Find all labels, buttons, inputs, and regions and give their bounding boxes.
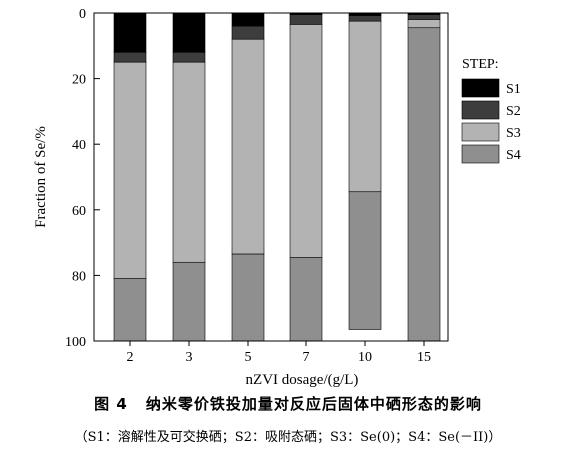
bar-segment-s3-15 — [407, 19, 441, 29]
y-axis-title: Fraction of Se/% — [33, 126, 49, 228]
bars-layer — [113, 12, 441, 342]
x-axis-title: nZVI dosage/(g/L) — [246, 372, 359, 388]
legend: STEP: S1 S2 S3 S4 — [461, 57, 521, 164]
x-tick-label-10: 10 — [358, 350, 372, 365]
bar-segment-s4-2 — [113, 278, 147, 342]
y-tick-label-20: 20 — [72, 73, 86, 88]
bar-segment-s2-5 — [231, 25, 265, 40]
y-tick-label-60: 60 — [72, 204, 86, 219]
bar-segment-s4-10 — [348, 191, 382, 330]
legend-title: STEP: — [462, 57, 499, 72]
bar-segment-s4-7 — [289, 257, 323, 342]
x-tick-label-3: 3 — [186, 350, 193, 365]
figure-title: 纳米零价铁投加量对反应后固体中硒形态的影响 — [145, 395, 482, 413]
legend-swatch-s1 — [461, 78, 500, 98]
bar-segment-s3-2 — [113, 61, 147, 279]
y-tick-label-100: 100 — [65, 335, 86, 350]
bar-segment-s2-15 — [407, 14, 441, 20]
figure-number: 图 4 — [94, 395, 128, 413]
plot-frame — [93, 12, 449, 342]
figure-caption: 图 4 纳米零价铁投加量对反应后固体中硒形态的影响 — [0, 393, 576, 414]
figure-note: （S1：溶解性及可交换硒；S2：吸附态硒；S3：Se(0)；S4：Se(－II)… — [74, 430, 502, 445]
bar-segment-s2-7 — [289, 14, 323, 25]
bar-segment-s4-15 — [407, 27, 441, 342]
legend-label-s1: S1 — [506, 82, 521, 97]
legend-label-s4: S4 — [506, 148, 521, 163]
bar-segment-s4-3 — [172, 261, 206, 342]
x-tick-label-15: 15 — [417, 350, 431, 365]
y-axis-ticks: 0 20 40 60 80 100 — [65, 7, 100, 350]
bar-segment-s2-2 — [113, 52, 147, 63]
bar-segment-s1-2 — [113, 12, 147, 53]
bar-segment-s2-3 — [172, 52, 206, 63]
x-tick-label-5: 5 — [245, 350, 252, 365]
bar-segment-s4-5 — [231, 253, 265, 342]
bar-segment-s2-10 — [348, 15, 382, 22]
x-axis-ticks: 2 3 5 7 10 15 — [127, 341, 431, 365]
x-tick-label-2: 2 — [127, 350, 134, 365]
legend-swatch-s3 — [461, 122, 500, 142]
bar-segment-s3-3 — [172, 61, 206, 263]
y-tick-label-80: 80 — [72, 269, 86, 284]
legend-label-s2: S2 — [506, 104, 521, 119]
legend-swatch-s4 — [461, 144, 500, 164]
y-tick-label-40: 40 — [72, 138, 86, 153]
bar-segment-s3-7 — [289, 24, 323, 258]
bar-segment-s1-5 — [231, 12, 265, 27]
bar-segment-s3-5 — [231, 38, 265, 255]
stacked-bar-chart: 0 20 40 60 80 100 2 3 5 7 10 15 Fraction of Se/% n… — [33, 7, 521, 388]
x-tick-label-7: 7 — [303, 350, 310, 365]
legend-swatch-s2 — [461, 100, 500, 120]
bar-segment-s1-3 — [172, 12, 206, 53]
bar-segment-s3-10 — [348, 20, 382, 193]
legend-label-s3: S3 — [506, 126, 521, 141]
y-tick-label-0: 0 — [79, 7, 86, 22]
